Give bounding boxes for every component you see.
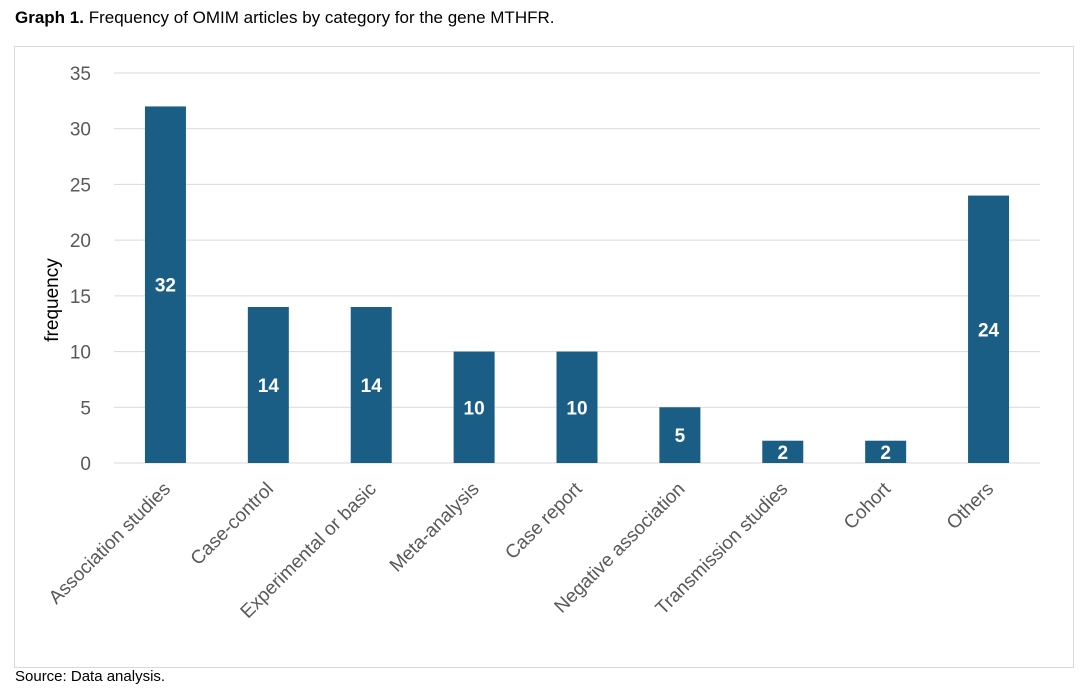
bar xyxy=(144,106,186,463)
data-label: 32 xyxy=(155,276,176,297)
category-label: Others xyxy=(943,479,998,534)
category-label: Case-control xyxy=(187,479,278,570)
data-label: 5 xyxy=(675,426,686,447)
figure-caption: Graph 1. Frequency of OMIM articles by c… xyxy=(15,8,554,28)
data-label: 2 xyxy=(880,443,891,464)
bar xyxy=(762,440,804,463)
bar xyxy=(350,307,392,463)
category-label: Case report xyxy=(501,478,587,564)
y-tick-label: 20 xyxy=(70,231,91,252)
y-tick-label: 0 xyxy=(80,454,91,475)
bar xyxy=(659,407,701,463)
bar xyxy=(556,351,598,463)
bar xyxy=(968,195,1010,464)
category-label: Meta-analysis xyxy=(386,479,484,577)
bar xyxy=(865,440,907,463)
chart-frame xyxy=(14,46,1074,668)
data-label: 14 xyxy=(361,376,383,397)
bar xyxy=(247,307,289,463)
y-tick-label: 5 xyxy=(80,398,91,419)
y-axis-label: frequency xyxy=(42,258,63,342)
caption-label: Graph 1. xyxy=(15,8,84,27)
data-label: 24 xyxy=(978,320,1000,341)
data-label: 14 xyxy=(258,376,280,397)
y-tick-label: 10 xyxy=(70,343,91,364)
category-label: Association studies xyxy=(45,479,175,609)
category-label: Cohort xyxy=(840,478,896,534)
data-label: 2 xyxy=(777,443,788,464)
y-tick-label: 35 xyxy=(70,64,91,85)
data-label: 10 xyxy=(566,398,587,419)
data-label: 10 xyxy=(464,398,485,419)
y-tick-label: 30 xyxy=(70,120,91,141)
bar xyxy=(453,351,495,463)
y-tick-label: 15 xyxy=(70,287,91,308)
caption-text: Frequency of OMIM articles by category f… xyxy=(88,8,555,27)
y-tick-label: 25 xyxy=(70,175,91,196)
source-note: Source: Data analysis. xyxy=(15,668,166,685)
